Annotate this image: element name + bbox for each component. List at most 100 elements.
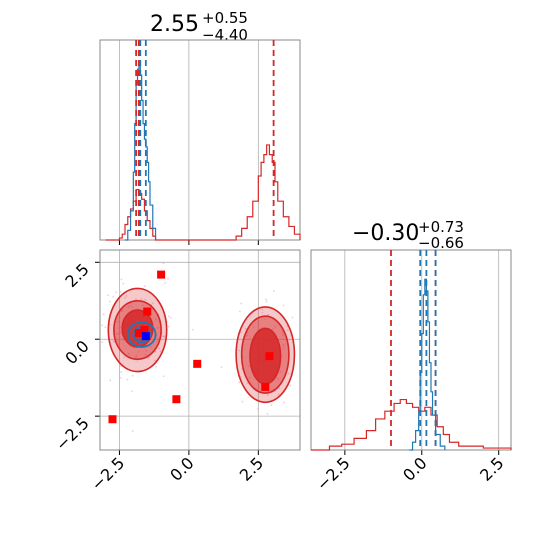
p2d-sample-point: [154, 350, 157, 353]
scatter-2d-panel: [95, 249, 301, 455]
h2-prior-histogram: [311, 398, 512, 451]
p2d-sample-point: [157, 326, 160, 329]
p2d-sample-point: [289, 384, 291, 387]
p2d-sample-point: [281, 332, 284, 335]
p2d-sample-point: [287, 372, 290, 375]
p2d-sample-point: [151, 302, 154, 305]
p2d-sample-point: [266, 393, 269, 396]
p2d-red-marker-7: [265, 352, 274, 361]
p2d-sample-point: [119, 326, 121, 329]
p2d-sample-point: [241, 400, 244, 403]
p2d-sample-point: [116, 320, 119, 323]
p2d-xticklabel-2: 2.5: [236, 453, 267, 484]
p2d-yticklabel-1: 0.0: [61, 337, 92, 368]
p2d-sample-point: [261, 308, 264, 311]
p2d-red-marker-2: [140, 326, 149, 334]
p2d-sample-point: [146, 357, 149, 360]
p2d-sample-point: [246, 334, 248, 337]
title-param-2: −0.30 +0.73 −0.66: [352, 218, 464, 252]
p2d-sample-point: [272, 328, 275, 331]
histogram-param-2: [310, 249, 512, 455]
title-2-value: −0.30: [352, 221, 419, 246]
p2d-sample-point: [144, 285, 146, 288]
title-1-plus: +0.55: [202, 9, 248, 27]
p2d-sample-point: [144, 298, 147, 301]
p2d-sample-point: [121, 309, 124, 312]
p2d-sample-point: [101, 341, 104, 344]
p2d-sample-point: [252, 326, 255, 328]
p2d-sample-point: [101, 324, 104, 327]
p2d-sample-point: [264, 318, 267, 321]
p2d-sample-point: [282, 343, 284, 346]
p2d-sample-point: [277, 393, 280, 396]
histogram-param-1: [99, 39, 301, 245]
p2d-sample-point: [155, 365, 158, 368]
p2d-red-marker-1: [143, 307, 152, 316]
p2d-sample-point: [239, 310, 241, 313]
p2d-red-marker-0: [157, 270, 166, 279]
p2d-sample-point: [120, 290, 122, 293]
p2d-sample-point: [282, 304, 285, 307]
p2d-sample-point: [265, 300, 268, 303]
p2d-sample-point: [238, 349, 241, 352]
p2d-prior-contour-level-1: [249, 327, 282, 385]
p2d-sample-point: [265, 298, 267, 301]
h1-posterior-histogram: [125, 64, 157, 241]
p2d-sample-point: [286, 329, 289, 332]
p2d-posterior-contour-1: [126, 321, 157, 348]
title-2-plus: +0.73: [418, 218, 464, 236]
p2d-sample-point: [270, 404, 273, 407]
p2d-sample-point: [102, 313, 105, 316]
p2d-sample-point: [284, 343, 287, 345]
p2d-sample-point: [149, 346, 152, 349]
p2d-sample-point: [120, 278, 123, 281]
h2-xticklabel-1: 0.0: [399, 453, 430, 484]
p2d-sample-point: [109, 379, 112, 382]
p2d-sample-point: [246, 382, 249, 385]
p2d-xticklabel-0: −2.5: [87, 453, 128, 494]
p2d-sample-point: [126, 378, 129, 381]
p2d-sample-point: [107, 294, 109, 297]
p2d-frame: [99, 249, 301, 451]
p2d-sample-point: [261, 311, 264, 314]
p2d-sample-point: [266, 412, 269, 415]
p2d-sample-point: [123, 356, 126, 359]
p2d-sample-point: [256, 407, 259, 410]
p2d-blue-marker-0: [141, 332, 150, 341]
p2d-sample-point: [281, 330, 284, 333]
p2d-sample-point: [282, 348, 284, 351]
p2d-sample-point: [127, 306, 130, 308]
title-param-1: 2.55 +0.55 −4.40: [150, 9, 248, 44]
p2d-sample-point: [131, 374, 134, 377]
p2d-red-marker-6: [108, 415, 117, 424]
p2d-red-marker-5: [172, 395, 181, 404]
p2d-red-marker-3: [134, 329, 143, 338]
p2d-sample-point: [127, 352, 130, 355]
p2d-sample-point: [140, 298, 143, 300]
p2d-sample-point: [112, 295, 115, 298]
p2d-sample-point: [109, 300, 111, 303]
p2d-sample-point: [142, 304, 144, 307]
p2d-sample-point: [135, 298, 137, 301]
p2d-sample-point: [291, 316, 294, 319]
h2-xticklabel-0: −2.5: [313, 453, 354, 494]
p2d-sample-point: [156, 327, 158, 330]
h2-xticklabel-2: 2.5: [476, 453, 507, 484]
p2d-sample-point: [248, 376, 251, 379]
p2d-sample-point: [138, 350, 140, 353]
p2d-sample-point: [282, 345, 285, 348]
p2d-sample-point: [282, 401, 285, 404]
p2d-sample-point: [239, 331, 242, 334]
p2d-sample-point: [131, 305, 133, 308]
p2d-sample-point: [279, 370, 282, 373]
p2d-sample-point: [240, 302, 243, 305]
p2d-sample-point: [238, 381, 241, 384]
p2d-sample-point: [144, 353, 147, 356]
p2d-sample-point: [130, 390, 133, 393]
p2d-sample-point: [162, 375, 165, 378]
h2-frame: [310, 249, 512, 451]
p2d-sample-point: [281, 334, 284, 337]
p2d-xticklabel-1: 0.0: [166, 453, 197, 484]
p2d-sample-point: [257, 321, 259, 324]
